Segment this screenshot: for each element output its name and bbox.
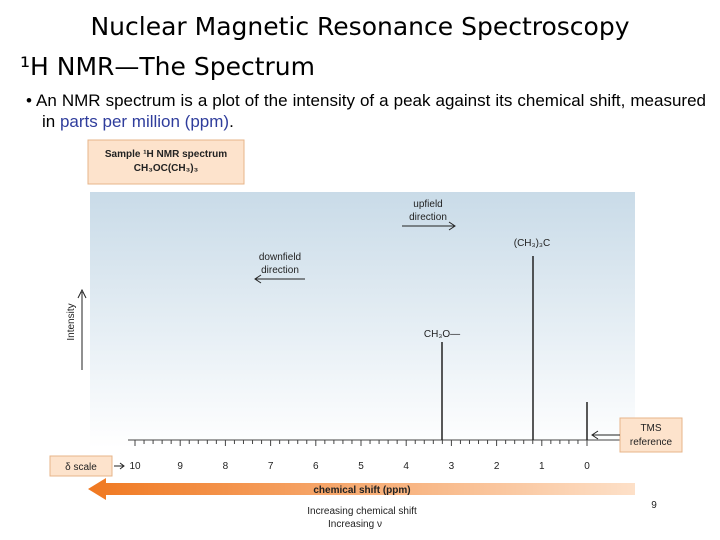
y-label: Intensity (66, 303, 77, 340)
subtitle: ¹H NMR—The Spectrum (20, 52, 315, 81)
tick-label: 5 (358, 461, 364, 472)
scale-label: δ scale (65, 462, 97, 473)
increasing-nu: Increasing ν (328, 519, 382, 530)
tick-label: 7 (268, 461, 274, 472)
increasing-shift: Increasing chemical shift (307, 506, 417, 517)
tick-label: 9 (177, 461, 183, 472)
tick-label: 10 (129, 461, 141, 472)
sample-label: Sample ¹H NMR spectrum (105, 149, 227, 160)
tick-label: 1 (539, 461, 545, 472)
arrow (591, 430, 620, 440)
peak-label: CH₃O— (424, 329, 460, 340)
page-number: 9 (651, 500, 657, 511)
tick-label: 4 (403, 461, 409, 472)
tms-label: reference (630, 437, 673, 448)
x-label: chemical shift (ppm) (313, 485, 410, 496)
arrow (77, 288, 87, 370)
bullet-highlight: parts per million (ppm) (59, 112, 230, 131)
sample-formula: CH₃OC(CH₃)₃ (134, 163, 199, 174)
downfield-label: downfield (259, 252, 301, 263)
downfield-label: direction (261, 265, 299, 276)
arrow (402, 221, 456, 231)
tick-label: 0 (584, 461, 590, 472)
peak-label: (CH₃)₃C (514, 238, 550, 249)
tick-label: 3 (449, 461, 455, 472)
bullet: • An NMR spectrum is a plot of the inten… (26, 91, 706, 131)
tms-label: TMS (640, 423, 661, 434)
upfield-label: upfield (413, 199, 442, 210)
title: Nuclear Magnetic Resonance Spectroscopy (90, 12, 630, 41)
tick-label: 8 (223, 461, 229, 472)
axis: 10 9 8 7 6 5 4 3 2 1 0 (129, 440, 590, 472)
scale-box (49, 455, 113, 477)
arrow (254, 274, 305, 284)
bullet-text: An NMR spectrum is a plot of the intensi… (36, 91, 706, 131)
upfield-label: direction (409, 212, 447, 223)
arrow (114, 462, 125, 470)
tick-label: 6 (313, 461, 319, 472)
plot-area (90, 192, 635, 448)
sample-box (87, 139, 245, 185)
tick-label: 2 (494, 461, 500, 472)
bullet-end: . (229, 112, 234, 131)
shift-arrow (88, 478, 635, 500)
